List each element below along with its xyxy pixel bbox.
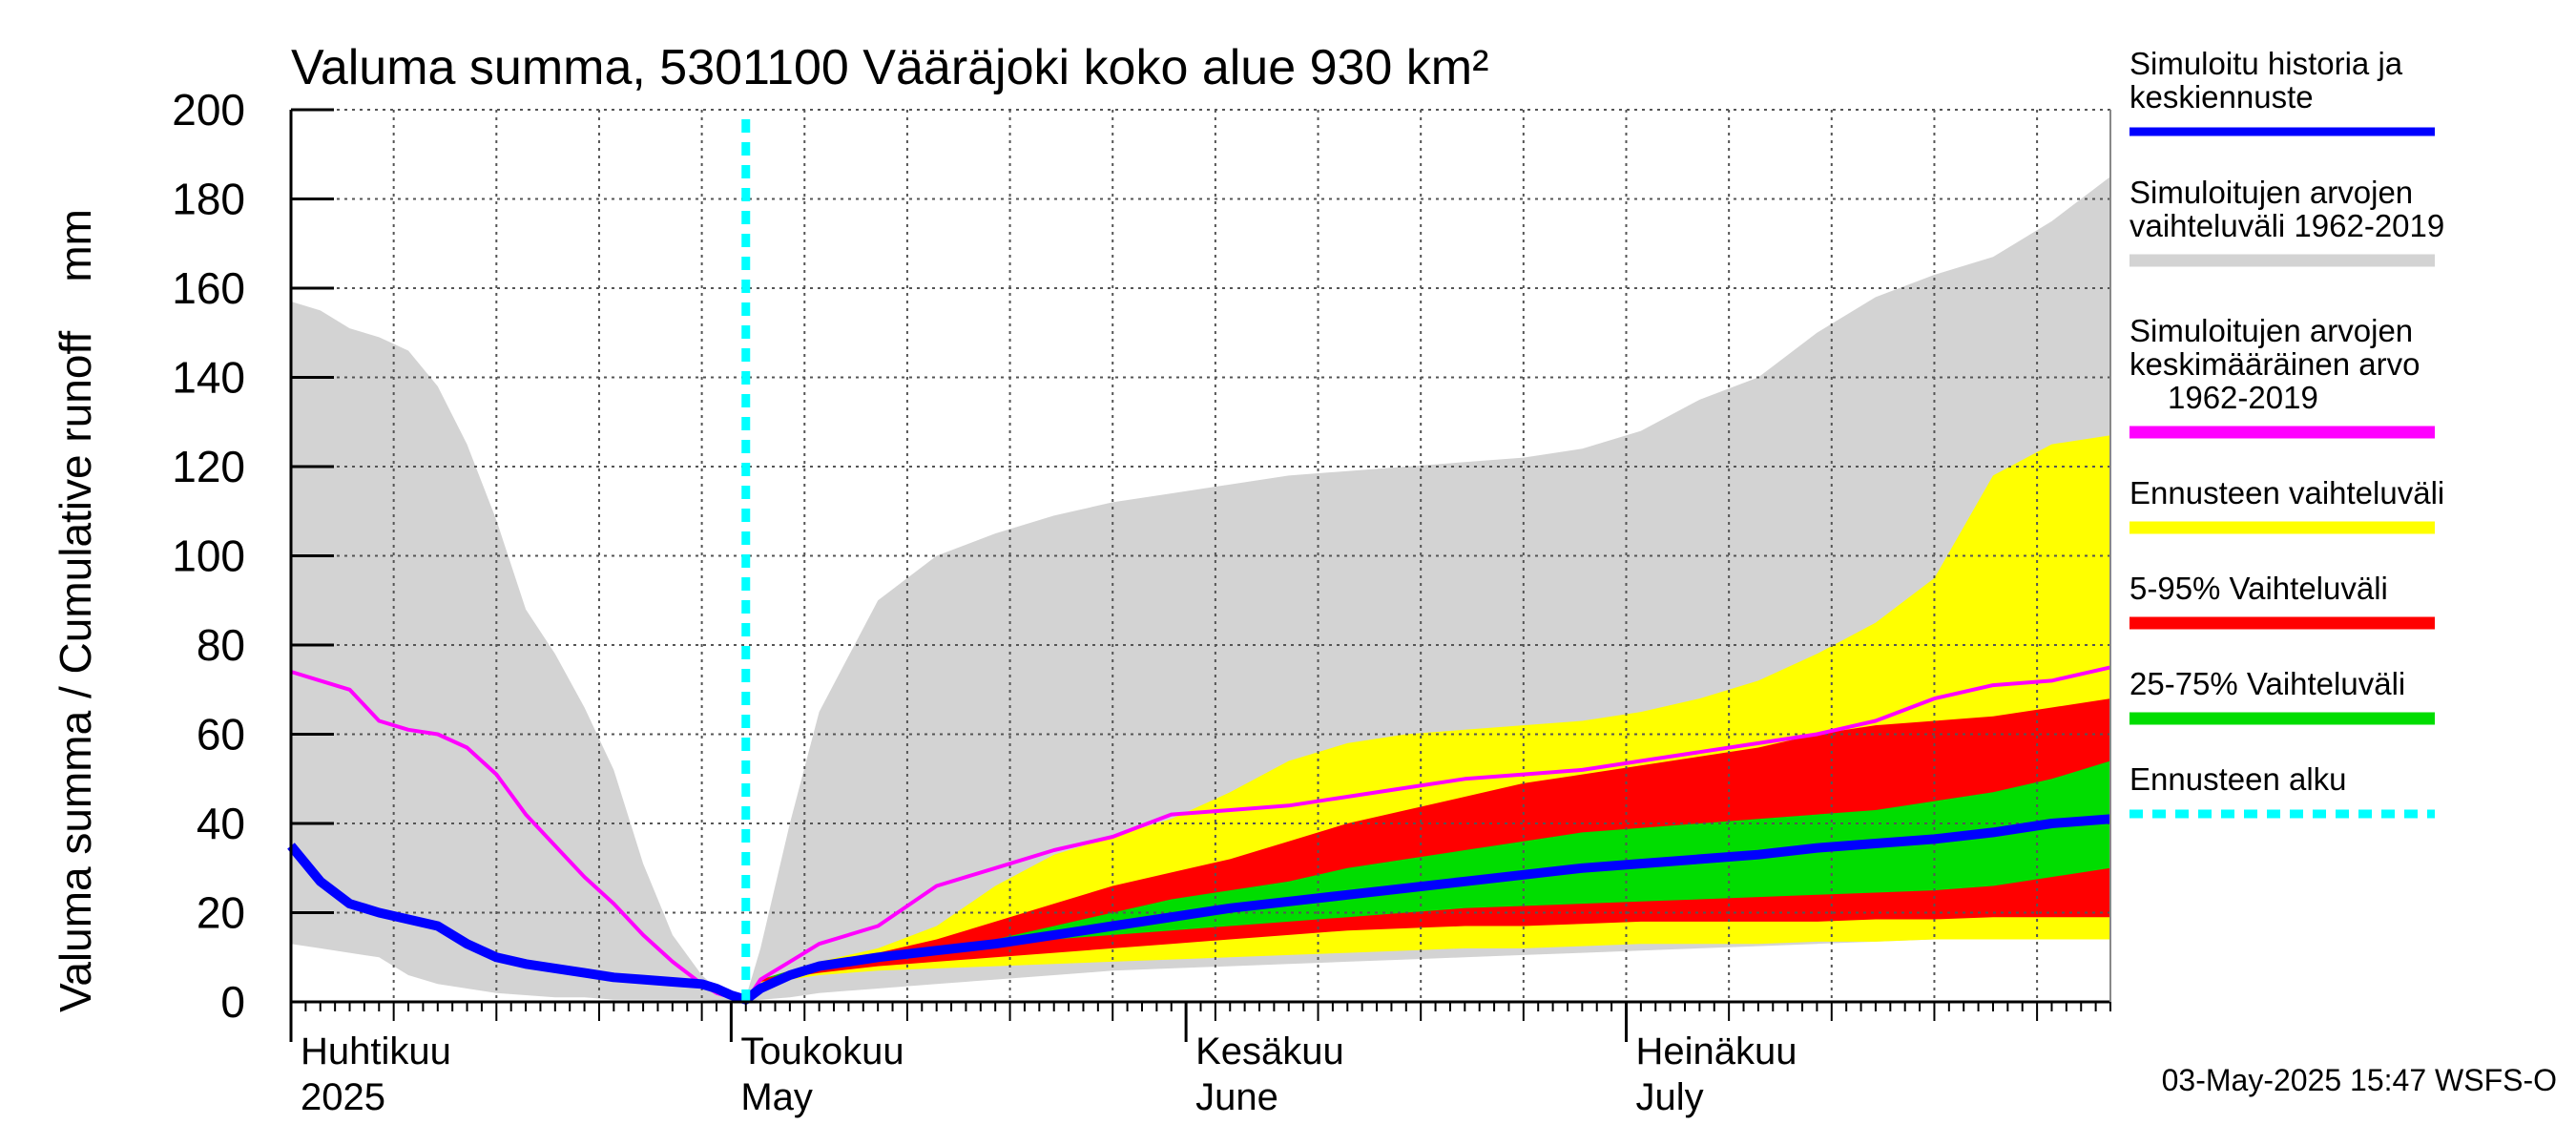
legend-label: vaihteluväli 1962-2019 [2129, 208, 2444, 243]
y-tick-label: 40 [197, 799, 245, 848]
y-tick-label: 140 [172, 353, 245, 403]
month-label-en: 2025 [301, 1076, 385, 1118]
p5-95-band [760, 698, 2110, 982]
legend-label: Simuloitujen arvojen [2129, 175, 2413, 210]
month-label-fi: Toukokuu [740, 1030, 904, 1072]
legend-label: keskimääräinen arvo [2129, 346, 2420, 382]
y-tick-label: 60 [197, 710, 245, 760]
month-label-en: May [740, 1076, 813, 1118]
legend-label: Simuloitujen arvojen [2129, 313, 2413, 348]
y-tick-label: 120 [172, 442, 245, 491]
lines-layer [287, 119, 2111, 1005]
legend-item: Ennusteen vaihteluväli [2129, 475, 2444, 534]
legend-label: Ennusteen vaihteluväli [2129, 475, 2444, 510]
y-tick-label: 180 [172, 175, 245, 224]
legend-label: 25-75% Vaihteluväli [2129, 666, 2405, 701]
legend: Simuloitu historia jakeskiennusteSimuloi… [2129, 46, 2444, 819]
legend-item: 25-75% Vaihteluväli [2129, 666, 2435, 725]
y-axis-label: Valuma summa / Cumulative runoff mm [51, 209, 100, 1012]
y-tick-label: 100 [172, 531, 245, 581]
y-tick-label: 80 [197, 620, 245, 670]
footer-timestamp: 03-May-2025 15:47 WSFS-O [2162, 1063, 2557, 1097]
legend-label: 5-95% Vaihteluväli [2129, 571, 2388, 606]
legend-item: 5-95% Vaihteluväli [2129, 571, 2435, 630]
legend-item: Ennusteen alku [2129, 761, 2435, 819]
y-tick-label: 20 [197, 888, 245, 938]
legend-label: Ennusteen alku [2129, 761, 2347, 797]
chart-title: Valuma summa, 5301100 Vääräjoki koko alu… [291, 40, 1488, 95]
y-tick-label: 200 [172, 85, 245, 135]
historical-mean-line [290, 665, 2111, 1004]
legend-label: Simuloitu historia ja [2129, 46, 2403, 81]
y-tick-label: 160 [172, 263, 245, 313]
median-forecast-line [287, 814, 2111, 1005]
month-label-fi: Heinäkuu [1635, 1030, 1797, 1072]
month-label-fi: Kesäkuu [1195, 1030, 1344, 1072]
month-label-en: June [1195, 1076, 1278, 1118]
y-tick-label: 0 [220, 977, 245, 1027]
month-label-fi: Huhtikuu [301, 1030, 451, 1072]
legend-label: 1962-2019 [2168, 380, 2318, 415]
month-label-en: July [1635, 1076, 1703, 1118]
legend-label: keskiennuste [2129, 79, 2314, 114]
